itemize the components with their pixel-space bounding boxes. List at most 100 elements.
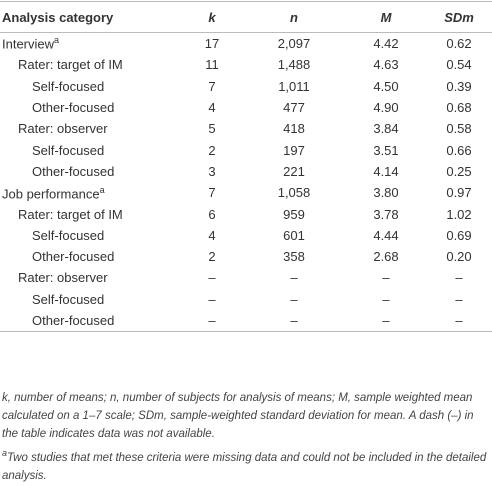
row-label: Rater: target of IM [0, 203, 182, 224]
row-label: Self-focused [0, 225, 182, 246]
value-cell: 0.69 [446, 227, 472, 243]
label-text: Rater: observer [18, 270, 108, 286]
row-label: Self-focused [0, 139, 182, 160]
value-cell: 1,011 [278, 78, 310, 94]
row-label: Rater: target of IM [0, 54, 182, 75]
value-cell: 17 [204, 36, 220, 52]
label-text: Interview [2, 36, 55, 52]
label-text: Other-focused [32, 313, 115, 328]
value-cell: 358 [283, 249, 305, 265]
value-cell: 0.20 [446, 249, 472, 265]
table-row: Rater: observer 5 418 3.84 0.58 [0, 118, 492, 139]
value-cell: 4 [208, 100, 216, 116]
value-cell: – [426, 309, 492, 333]
label-text: Other-focused [32, 100, 115, 116]
label-text: Self-focused [32, 142, 105, 158]
label-text: Other-focused [32, 163, 115, 179]
header-cell: SDm [426, 1, 492, 33]
value-cell: – [242, 309, 346, 333]
row-label: Other-focused [0, 97, 182, 118]
value-cell: – [290, 291, 298, 307]
table-row: Self-focused – – – – [0, 289, 492, 310]
value-cell: 11 [205, 57, 219, 73]
value-cell: 0.54 [446, 57, 472, 73]
value-cell: 959 [283, 206, 305, 222]
label-text: Other-focused [32, 249, 115, 265]
row-label: Self-focused [0, 76, 182, 97]
value-cell: 221 [283, 163, 305, 179]
row-label: Rater: observer [0, 118, 182, 139]
value-cell: 4.42 [373, 36, 399, 52]
footnote-text: Two studies that met these criteria were… [2, 451, 487, 482]
label-text: Self-focused [32, 291, 105, 307]
table-row: Rater: target of IM 6 959 3.78 1.02 [0, 203, 492, 224]
header-cell: k [182, 1, 242, 33]
value-cell: 4.14 [373, 163, 399, 179]
value-cell: 7 [208, 185, 216, 201]
value-cell: – [182, 309, 242, 333]
row-label: Other-focused [0, 161, 182, 182]
label-text: Rater: target of IM [18, 206, 123, 222]
value-cell: 1,488 [277, 57, 311, 73]
value-cell: 477 [283, 100, 305, 116]
row-label: Interviewa [0, 33, 182, 55]
value-cell: – [455, 291, 463, 307]
value-cell: 4.50 [373, 78, 399, 94]
value-cell: 3 [208, 163, 216, 179]
footnotes: k, number of means; n, number of subject… [2, 389, 488, 486]
value-cell: 0.68 [446, 100, 472, 116]
value-cell: – [290, 270, 298, 286]
value-cell: 418 [283, 121, 305, 137]
value-cell: 2,097 [277, 36, 311, 52]
header-cell: M [346, 1, 426, 33]
table-row: Interviewa 17 2,097 4.42 0.62 [0, 33, 492, 55]
value-cell: 5 [208, 121, 216, 137]
value-cell: 2 [208, 249, 216, 265]
value-cell: 0.58 [446, 121, 472, 137]
value-cell: 601 [283, 227, 305, 243]
value-cell: – [382, 270, 390, 286]
row-label: Other-focused [0, 246, 182, 267]
note-mark: a [99, 184, 105, 195]
table-row: Other-focused 4 477 4.90 0.68 [0, 97, 492, 118]
footnote-mark: a [2, 448, 8, 458]
value-cell: 197 [283, 142, 305, 158]
data-table: Analysis category k n M SDm Interviewa 17… [0, 1, 492, 333]
value-cell: 3.80 [373, 185, 399, 201]
table-row: Self-focused 7 1,011 4.50 0.39 [0, 76, 492, 97]
header-row: Analysis category k n M SDm [0, 1, 492, 33]
value-cell: 6 [208, 206, 216, 222]
value-cell: 1,058 [277, 185, 311, 201]
label-text: Self-focused [32, 78, 105, 94]
value-cell: 0.39 [446, 78, 472, 94]
label-text: Rater: target of IM [18, 57, 123, 73]
table-row: Job performancea 7 1,058 3.80 0.97 [0, 182, 492, 203]
table-row: Other-focused 2 358 2.68 0.20 [0, 246, 492, 267]
table-row: Other-focused 3 221 4.14 0.25 [0, 161, 492, 182]
value-cell: 1.02 [446, 206, 472, 222]
table-row: Other-focused – – – – [0, 309, 492, 333]
row-label: Job performancea [0, 182, 182, 203]
table-row: Rater: observer – – – – [0, 267, 492, 288]
value-cell: – [382, 291, 390, 307]
value-cell: 4 [208, 227, 216, 243]
value-cell: 4.44 [373, 227, 399, 243]
value-cell: – [346, 309, 426, 333]
table-header: Analysis category k n M SDm [0, 1, 492, 33]
table-row: Self-focused 4 601 4.44 0.69 [0, 225, 492, 246]
label-text: Rater: observer [18, 121, 108, 137]
value-cell: – [208, 291, 216, 307]
row-label: Self-focused [0, 289, 182, 310]
value-cell: – [455, 270, 463, 286]
value-cell: 0.62 [446, 36, 472, 52]
value-cell: 7 [208, 78, 216, 94]
value-cell: 3.78 [373, 206, 399, 222]
header-cell: n [242, 1, 346, 33]
label-text: Self-focused [32, 227, 105, 243]
row-label: Rater: observer [0, 267, 182, 288]
value-cell: – [208, 270, 216, 286]
header-cell: Analysis category [0, 1, 182, 33]
value-cell: 0.25 [446, 163, 472, 179]
value-cell: 2.68 [373, 249, 399, 265]
